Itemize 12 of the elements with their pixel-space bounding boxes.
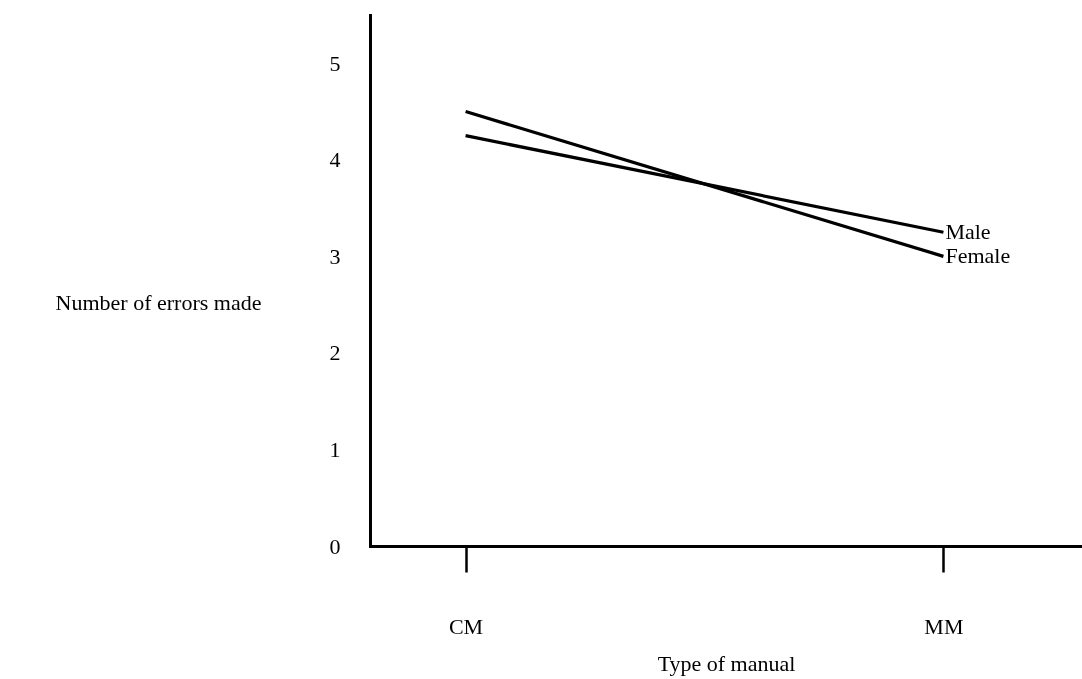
x-tick-label: CM [448, 613, 484, 639]
x-tick-label: MM [924, 613, 964, 639]
y-tick-label: 3 [329, 243, 341, 269]
y-axis-title: Number of errors made [55, 289, 262, 315]
y-tick-label: 4 [329, 147, 341, 173]
x-axis-title: Type of manual [657, 650, 796, 676]
y-tick-label: 2 [329, 340, 341, 366]
series-label: Male [945, 219, 991, 245]
y-tick-label: 0 [329, 533, 341, 559]
y-tick-label: 1 [329, 436, 341, 462]
y-tick-label: 5 [329, 50, 341, 76]
series-label: Female [945, 243, 1011, 269]
